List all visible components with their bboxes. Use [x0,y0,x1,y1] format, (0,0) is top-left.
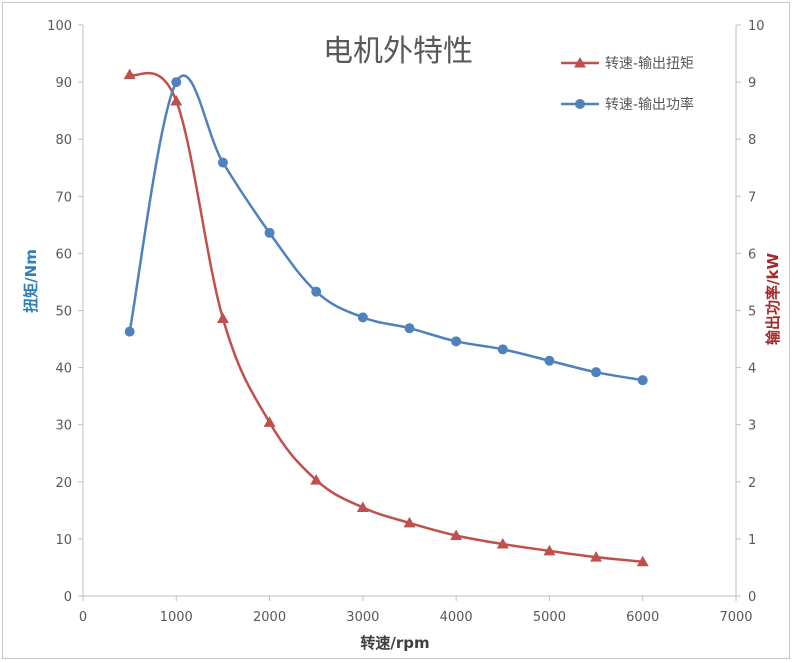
data-point-triangle [123,68,136,80]
y-right-tick-label: 0 [748,590,756,605]
series-layer [123,68,649,567]
legend-label: 转速-输出功率 [605,96,694,113]
y-right-tick-label: 7 [748,190,756,205]
data-point-triangle [170,94,183,106]
data-point-circle [451,336,462,347]
y-left-tick-label: 70 [55,190,72,205]
data-point-triangle [403,516,416,528]
data-point-triangle [496,538,509,549]
series-2 [124,74,648,386]
data-point-circle [637,375,648,386]
data-point-circle [591,367,602,378]
y-left-tick-label: 90 [55,76,72,91]
x-tick-label: 1000 [160,610,193,625]
data-point-circle [311,286,322,297]
x-tick-label: 0 [79,610,87,625]
y-right-tick-label: 3 [748,419,756,434]
data-point-circle [404,323,415,334]
data-point-circle [171,77,182,88]
axes: 0 1000 2000 3000 4000 5000 6000 700001020304050… [47,19,764,625]
data-point-triangle [636,555,649,567]
y-left-tick-label: 40 [55,362,72,377]
data-point-triangle [263,416,276,427]
y-left-tick-label: 50 [55,305,72,320]
data-point-triangle [216,312,229,323]
x-axis-title: 转速/rpm [360,634,429,652]
series-line [128,74,643,382]
data-point-circle [264,227,275,238]
data-point-triangle [543,544,556,556]
y-left-tick-label: 20 [55,476,72,491]
data-point-circle [544,355,555,366]
y-right-tick-label: 8 [748,133,756,148]
y-right-tick-label: 9 [748,76,756,91]
y-right-tick-label: 1 [748,533,756,548]
data-point-triangle [356,501,369,512]
y-left-tick-label: 100 [47,19,72,34]
legend-label: 转速-输出扭矩 [605,56,694,72]
x-tick-label: 5000 [533,610,566,625]
x-tick-label: 6000 [626,610,659,625]
y-left-tick-label: 0 [64,590,72,605]
y-right-tick-label: 5 [748,305,756,320]
legend-marker-triangle [574,57,586,68]
data-point-triangle [310,474,323,485]
y-right-tick-label: 4 [748,362,756,377]
y-left-tick-label: 30 [55,419,72,434]
y-left-tick-label: 80 [55,133,72,148]
x-tick-label: 7000 [719,610,752,625]
y-right-tick-label: 6 [748,247,756,262]
x-tick-label: 2000 [253,610,286,625]
chart-svg: 0 1000 2000 3000 4000 5000 6000 700001020304050… [22,19,782,652]
y-left-tick-label: 10 [55,533,72,548]
data-point-triangle [450,529,463,540]
y-right-tick-label: 10 [748,19,765,34]
data-point-circle [497,344,508,355]
chart-title: 电机外特性 [323,34,473,69]
data-point-triangle [590,551,603,562]
data-point-circle [124,326,135,337]
y-left-tick-label: 60 [55,247,72,262]
series-1 [123,68,649,567]
y-axis-left-title: 扭矩/Nm [22,249,40,313]
x-tick-label: 3000 [346,610,379,625]
data-point-circle [217,157,228,168]
data-point-circle [357,312,368,323]
y-axis-right-title: 输出功率/kW [764,253,782,345]
y-right-tick-label: 2 [748,476,756,491]
series-line [129,71,643,563]
legend-marker-circle [575,99,585,109]
x-tick-label: 4000 [440,610,473,625]
